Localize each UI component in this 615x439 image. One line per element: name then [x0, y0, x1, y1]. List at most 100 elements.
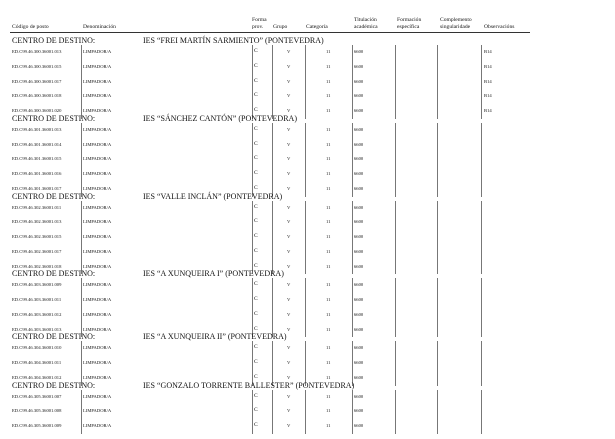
column-divider — [305, 293, 306, 308]
column-divider — [395, 137, 396, 153]
column-divider — [81, 389, 82, 405]
column-divider — [437, 200, 438, 216]
column-divider — [272, 322, 273, 338]
column-divider — [395, 389, 396, 405]
grupo: V — [287, 108, 291, 113]
column-divider — [481, 419, 482, 434]
column-divider — [81, 89, 82, 104]
column-divider — [81, 181, 82, 197]
column-divider — [252, 293, 253, 308]
forma-prov: C — [254, 281, 258, 288]
sections-list: CENTRO DE DESTINO: IES “FREI MARTÍN SARM… — [0, 36, 615, 434]
position-code: ED.C99.46.302.36001.011 — [12, 204, 62, 210]
column-divider — [305, 307, 306, 323]
denomination: LIMPADOR/A — [83, 248, 112, 254]
titulacion: 6600 — [354, 393, 364, 399]
titulacion: 6600 — [354, 408, 364, 414]
position-code: ED.C99.46.300.36001.017 — [12, 78, 62, 84]
column-divider — [437, 419, 438, 434]
position-code: ED.C99.46.301.36001.015 — [12, 156, 62, 162]
categoria: 11 — [326, 408, 331, 414]
position-code: ED.C99.46.301.36001.013 — [12, 126, 62, 132]
column-divider — [481, 244, 482, 260]
center-name: IES “SÁNCHEZ CANTÓN” (PONTEVEDRA) — [143, 113, 297, 123]
header-titulacion: Titulación académica — [354, 17, 378, 30]
column-divider — [352, 215, 353, 230]
column-divider — [352, 230, 353, 245]
column-divider — [81, 244, 82, 260]
table-row: ED.C99.46.300.36001.013 LIMPADOR/A C V 1… — [0, 45, 615, 60]
column-divider — [352, 259, 353, 275]
column-divider — [81, 307, 82, 323]
column-divider — [481, 59, 482, 75]
position-code: ED.C99.46.304.36001.011 — [12, 360, 62, 365]
column-divider — [437, 122, 438, 138]
table-row: ED.C99.46.301.36001.016 LIMPADOR/A C V 1… — [0, 167, 615, 182]
grupo: V — [287, 156, 291, 162]
column-divider — [437, 152, 438, 167]
column-divider — [481, 278, 482, 293]
header-denominacion: Denominación — [83, 24, 116, 30]
position-code: ED.C99.46.300.36001.015 — [12, 63, 62, 69]
table-row: ED.C99.46.302.36001.018 LIMPADOR/A C V 1… — [0, 259, 615, 275]
titulacion: 6600 — [354, 219, 364, 225]
categoria: 11 — [326, 108, 331, 113]
column-divider — [437, 167, 438, 182]
column-divider — [272, 389, 273, 405]
column-divider — [481, 152, 482, 167]
column-divider — [272, 89, 273, 104]
column-divider — [81, 356, 82, 371]
column-divider — [305, 341, 306, 356]
header-divider — [10, 32, 530, 33]
column-divider — [437, 244, 438, 260]
denomination: LIMPADOR/A — [83, 156, 112, 162]
grupo: V — [287, 345, 291, 351]
column-divider — [252, 167, 253, 182]
denomination: LIMPADOR/A — [83, 78, 112, 84]
column-divider — [352, 200, 353, 216]
titulacion: 6600 — [354, 78, 364, 84]
section-header: CENTRO DE DESTINO: IES “FREI MARTÍN SARM… — [0, 36, 615, 45]
forma-prov: C — [254, 422, 258, 428]
column-divider — [395, 104, 396, 119]
table-row: ED.C99.46.301.36001.017 LIMPADOR/A C V 1… — [0, 181, 615, 197]
column-divider — [395, 181, 396, 197]
column-divider — [437, 215, 438, 230]
table-row: ED.C99.46.300.36001.017 LIMPADOR/A C V 1… — [0, 74, 615, 90]
table-row: ED.C99.46.302.36001.013 LIMPADOR/A C V 1… — [0, 215, 615, 230]
column-divider — [252, 122, 253, 138]
denomination: LIMPADOR/A — [83, 219, 112, 225]
position-code: ED.C99.46.305.36001.007 — [12, 393, 62, 399]
column-divider — [481, 307, 482, 323]
column-divider — [481, 293, 482, 308]
column-divider — [352, 104, 353, 119]
forma-prov: C — [254, 344, 258, 351]
categoria: 11 — [326, 282, 331, 288]
denomination: LIMPADOR/A — [83, 360, 112, 365]
grupo: V — [287, 282, 291, 288]
titulacion: 6600 — [354, 108, 364, 113]
column-divider — [481, 89, 482, 104]
forma-prov: C — [254, 203, 258, 210]
section-header: CENTRO DE DESTINO: IES “A XUNQUEIRA II” … — [0, 332, 615, 341]
denomination: LIMPADOR/A — [83, 345, 112, 351]
column-divider — [272, 341, 273, 356]
titulacion: 6600 — [354, 345, 364, 351]
titulacion: 6600 — [354, 423, 364, 428]
column-divider — [252, 104, 253, 119]
section-label: CENTRO DE DESTINO: — [12, 113, 96, 123]
column-divider — [437, 259, 438, 275]
column-divider — [395, 244, 396, 260]
grupo: V — [287, 219, 291, 225]
column-divider — [272, 293, 273, 308]
column-divider — [395, 293, 396, 308]
column-divider — [252, 307, 253, 323]
column-divider — [437, 322, 438, 338]
column-divider — [352, 181, 353, 197]
column-divider — [305, 137, 306, 153]
column-divider — [81, 122, 82, 138]
table-row: ED.C99.46.301.36001.014 LIMPADOR/A C V 1… — [0, 137, 615, 153]
table-row: ED.C99.46.303.36001.013 LIMPADOR/A C V 1… — [0, 322, 615, 338]
column-divider — [272, 137, 273, 153]
column-divider — [395, 419, 396, 434]
